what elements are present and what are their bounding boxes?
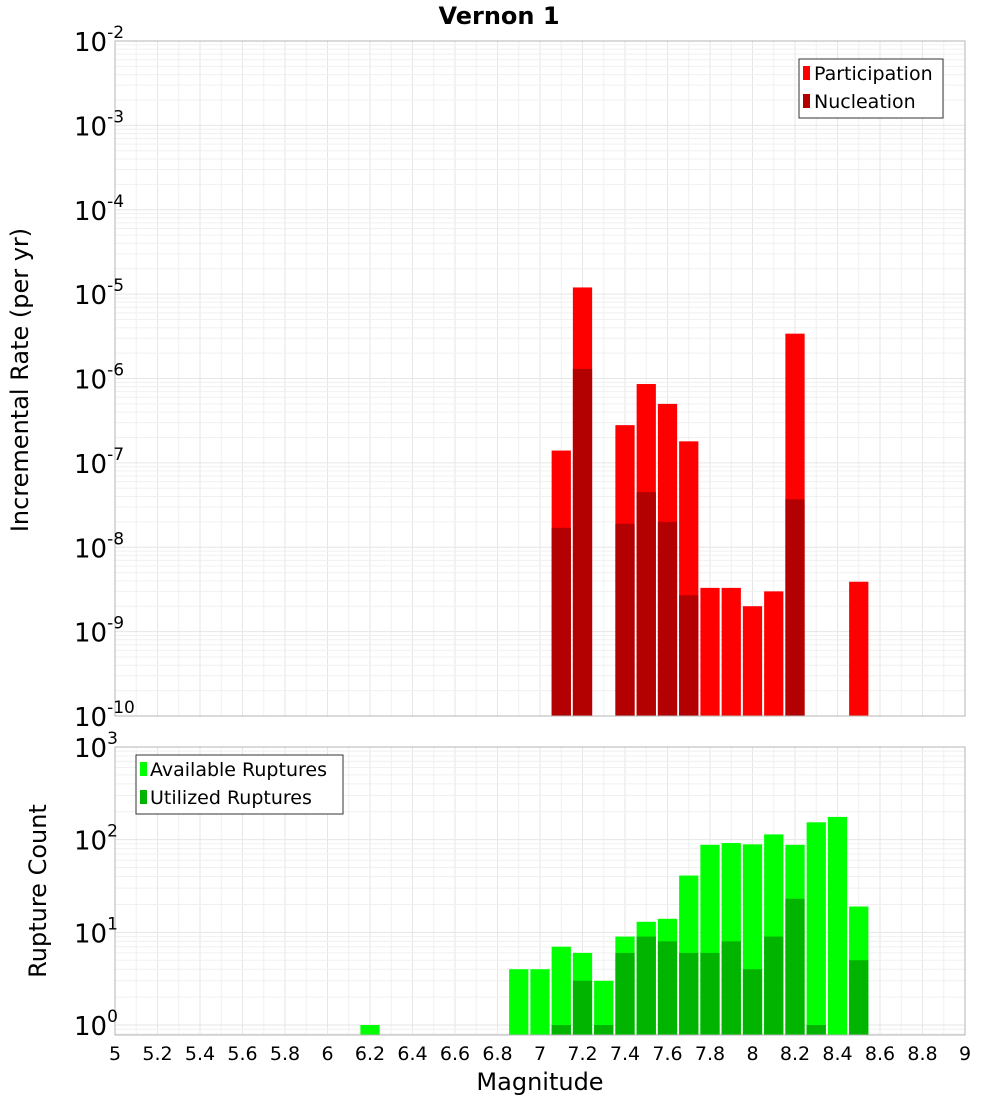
rate-y-tick-label: 10-6 bbox=[74, 361, 124, 396]
x-tick-label: 7.4 bbox=[610, 1043, 640, 1065]
rate-bar-participation bbox=[742, 606, 763, 716]
rupture-y-ticks: 100 101 102 103 bbox=[74, 729, 118, 1042]
rupture-bar-utilized-ruptures bbox=[551, 1025, 571, 1035]
rupture-legend-box bbox=[135, 754, 344, 815]
rupture-y-axis-title: Rupture Count bbox=[24, 804, 52, 978]
rate-y-tick-label: 10-3 bbox=[74, 107, 124, 142]
x-tick-label: 7.2 bbox=[567, 1043, 597, 1065]
rate-bar-nucleation bbox=[615, 523, 635, 716]
rupture-bar-available-ruptures bbox=[806, 822, 826, 1035]
x-tick-label: 8.8 bbox=[907, 1043, 937, 1065]
x-tick-label: 9 bbox=[959, 1043, 971, 1065]
rate-bar-participation bbox=[849, 581, 869, 716]
x-tick-label: 6.4 bbox=[397, 1043, 427, 1065]
rupture-bar-utilized-ruptures bbox=[849, 960, 869, 1035]
rate-bar-participation bbox=[700, 587, 720, 716]
available-swatch bbox=[140, 762, 147, 776]
x-tick-label: 8 bbox=[746, 1043, 758, 1065]
x-tick-label: 7 bbox=[534, 1043, 546, 1065]
x-axis-title: Magnitude bbox=[476, 1068, 603, 1096]
rate-bar-nucleation bbox=[657, 521, 678, 716]
rupture-bar-utilized-ruptures bbox=[615, 952, 635, 1035]
rate-y-tick-label: 10-2 bbox=[74, 23, 124, 58]
rupture-bar-available-ruptures bbox=[530, 969, 550, 1035]
rate-bar-nucleation bbox=[636, 492, 656, 716]
rate-legend: Participation Nucleation bbox=[798, 58, 944, 119]
x-tick-label: 6.8 bbox=[482, 1043, 512, 1065]
x-tick-label: 5.8 bbox=[270, 1043, 300, 1065]
x-tick-label: 5.4 bbox=[185, 1043, 215, 1065]
rupture-bar-utilized-ruptures bbox=[806, 1025, 826, 1035]
x-tick-label: 7.6 bbox=[652, 1043, 682, 1065]
rupture-bar-utilized-ruptures bbox=[679, 952, 699, 1035]
rate-grid bbox=[114, 40, 966, 717]
rupture-bar-available-ruptures bbox=[594, 980, 614, 1035]
rupture-bar-utilized-ruptures bbox=[785, 898, 805, 1035]
rate-y-tick-label: 10-10 bbox=[74, 698, 135, 733]
rate-y-tick-label: 10-8 bbox=[74, 529, 124, 564]
rate-bar-nucleation bbox=[785, 499, 805, 716]
rate-plot: 10-10 10-9 10-8 10-7 10-6 10-5 10-4 10-3 10-2 In… bbox=[6, 23, 966, 733]
x-tick-label: 8.4 bbox=[822, 1043, 852, 1065]
rate-y-axis-title: Incremental Rate (per yr) bbox=[6, 228, 34, 532]
utilized-legend-label: Utilized Ruptures bbox=[150, 787, 312, 809]
rupture-bar-available-ruptures bbox=[827, 816, 848, 1035]
x-tick-label: 8.2 bbox=[780, 1043, 810, 1065]
rate-y-tick-label: 10-5 bbox=[74, 276, 124, 311]
rupture-legend: Available Ruptures Utilized Ruptures bbox=[135, 754, 344, 815]
x-tick-label: 5.6 bbox=[227, 1043, 257, 1065]
rate-bar-participation bbox=[764, 591, 784, 716]
rate-legend-box bbox=[798, 58, 944, 119]
nucleation-swatch bbox=[803, 94, 810, 108]
rupture-bar-utilized-ruptures bbox=[764, 936, 784, 1035]
rate-y-tick-label: 10-4 bbox=[74, 192, 124, 227]
chart-title: Vernon 1 bbox=[438, 2, 559, 30]
rupture-bar-utilized-ruptures bbox=[636, 936, 656, 1035]
rate-plot-border bbox=[114, 40, 966, 717]
x-tick-label: 6 bbox=[321, 1043, 333, 1065]
rupture-plot-border bbox=[114, 746, 966, 1036]
rupture-bar-utilized-ruptures bbox=[657, 941, 678, 1035]
x-tick-label: 5 bbox=[109, 1043, 121, 1065]
rupture-y-tick-label: 101 bbox=[74, 914, 118, 949]
rate-bar-participation bbox=[721, 587, 741, 716]
rupture-plot: 100 101 102 103 Rupture Count Available Rup… bbox=[24, 729, 966, 1042]
x-tick-label: 7.8 bbox=[695, 1043, 725, 1065]
rate-bar-nucleation bbox=[551, 527, 571, 716]
nucleation-legend-label: Nucleation bbox=[814, 91, 916, 113]
utilized-swatch bbox=[140, 790, 147, 804]
rate-bars bbox=[551, 287, 869, 716]
rupture-bars bbox=[360, 816, 869, 1035]
rupture-bar-available-ruptures bbox=[509, 969, 529, 1035]
x-tick-label: 6.2 bbox=[355, 1043, 385, 1065]
rate-y-ticks: 10-10 10-9 10-8 10-7 10-6 10-5 10-4 10-3 10-2 bbox=[74, 23, 135, 733]
rupture-bar-utilized-ruptures bbox=[700, 952, 720, 1035]
rate-bar-nucleation bbox=[572, 368, 593, 716]
available-legend-label: Available Ruptures bbox=[150, 759, 327, 781]
x-tick-label: 5.2 bbox=[142, 1043, 172, 1065]
rupture-y-tick-label: 103 bbox=[74, 729, 118, 764]
rupture-bar-available-ruptures bbox=[551, 946, 571, 1035]
rupture-bar-utilized-ruptures bbox=[742, 969, 763, 1035]
rupture-bar-available-ruptures bbox=[360, 1025, 380, 1035]
rupture-y-tick-label: 102 bbox=[74, 822, 118, 857]
rate-y-tick-label: 10-7 bbox=[74, 445, 124, 480]
rate-y-tick-label: 10-9 bbox=[74, 614, 124, 649]
participation-legend-label: Participation bbox=[814, 63, 933, 85]
rupture-bar-utilized-ruptures bbox=[721, 941, 741, 1035]
rate-bar-nucleation bbox=[679, 595, 699, 716]
x-tick-labels: 5 5.2 5.4 5.6 5.8 6 6.2 6.4 6.6 6.8 7 7.2 7.4 7.6 7.8 8… bbox=[109, 1043, 971, 1065]
rupture-bar-utilized-ruptures bbox=[594, 1025, 614, 1035]
x-tick-label: 8.6 bbox=[865, 1043, 895, 1065]
rupture-bar-utilized-ruptures bbox=[572, 980, 593, 1035]
participation-swatch bbox=[803, 66, 810, 80]
rupture-y-tick-label: 100 bbox=[74, 1007, 118, 1042]
x-tick-label: 6.6 bbox=[440, 1043, 470, 1065]
